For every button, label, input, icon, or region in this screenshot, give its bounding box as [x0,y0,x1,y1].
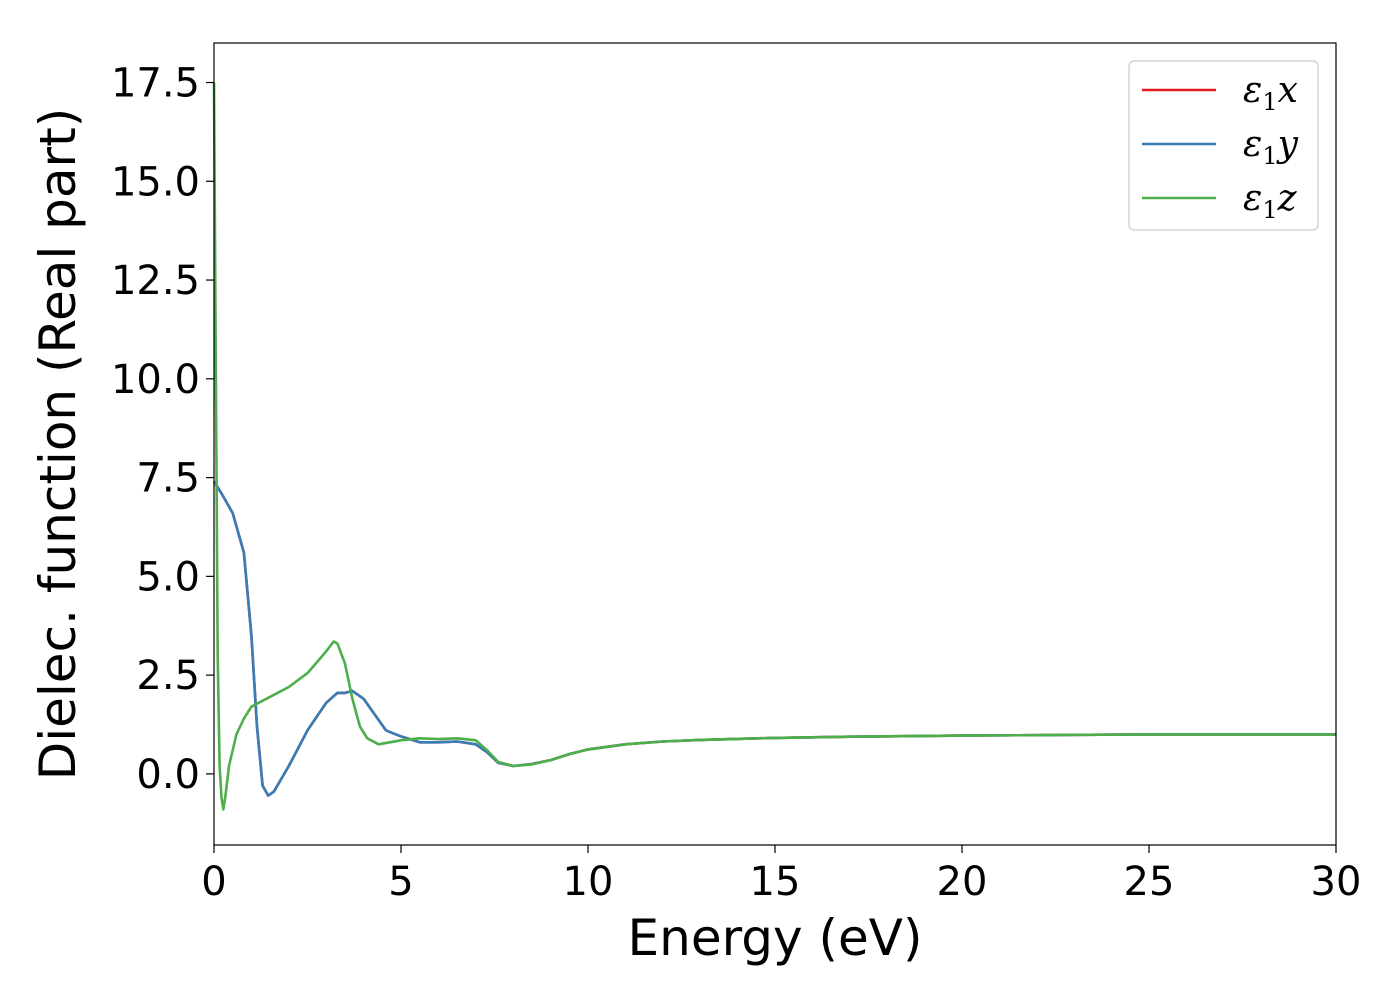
y-tick-label: 5.0 [136,554,200,600]
legend: ε1x ε1y ε1z [1128,60,1319,231]
series-line-y [212,480,1336,797]
y-axis-title: Dielec. function (Real part) [29,108,87,780]
y-tick-label: 0.0 [136,752,200,798]
x-tick-label: 30 [1311,859,1362,905]
series-line-z [212,82,1336,811]
x-axis: 0 5 10 15 20 25 30 [201,845,1361,905]
series-line-x [212,480,1336,797]
x-axis-title: Energy (eV) [628,909,923,967]
y-tick-label: 17.5 [111,61,200,107]
legend-label-z: ε1z [1243,178,1298,224]
legend-label-y: ε1y [1243,124,1299,170]
legend-label-x: ε1x [1243,70,1298,116]
x-tick-label: 20 [937,859,988,905]
legend-box [1128,60,1319,231]
x-tick-label: 15 [750,859,801,905]
x-tick-label: 25 [1124,859,1175,905]
x-tick-label: 10 [563,859,614,905]
x-tick-label: 5 [388,859,413,905]
y-tick-label: 15.0 [111,159,200,205]
x-tick-label: 0 [201,859,226,905]
y-tick-label: 2.5 [136,653,200,699]
y-axis: 0.0 2.5 5.0 7.5 10.0 12.5 15.0 17.5 [111,61,214,798]
y-tick-label: 10.0 [111,357,200,403]
plot-lines [212,82,1336,811]
y-tick-label: 12.5 [111,258,200,304]
y-tick-label: 7.5 [136,456,200,502]
